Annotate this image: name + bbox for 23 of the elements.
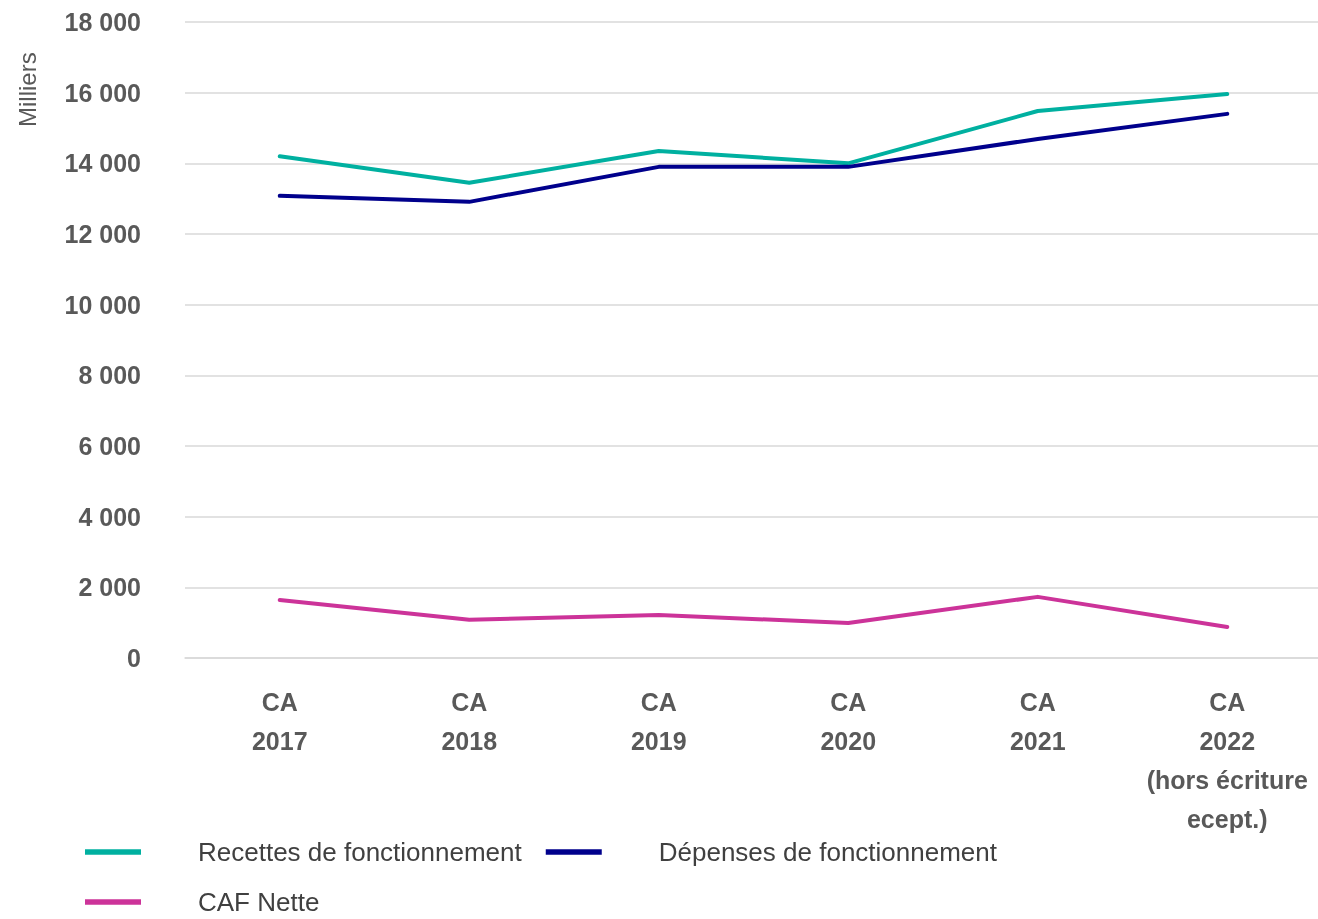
x-tick-label: CA 2017 <box>251 687 308 755</box>
y-tick-label: 18 000 <box>64 8 141 36</box>
y-tick-label: 4 000 <box>78 502 141 531</box>
x-tick-label: CA 2019 <box>630 687 687 755</box>
y-tick-label: 14 000 <box>64 149 141 178</box>
legend-label: Recettes de fonctionnement <box>198 837 523 867</box>
line-series <box>277 111 1230 204</box>
legend-label: Dépenses de fonctionnement <box>658 837 998 867</box>
x-tick-label: CA 2020 <box>820 687 877 755</box>
y-tick-label: 6 000 <box>78 432 141 460</box>
y-axis-title: Milliers <box>13 52 41 127</box>
y-tick-label: 8 000 <box>78 361 141 390</box>
x-tick-label: CA 2018 <box>441 687 498 755</box>
legend-label: CAF Nette <box>198 887 320 917</box>
x-tick-label: CA 2021 <box>1009 687 1066 755</box>
y-tick-label: 16 000 <box>64 78 141 107</box>
y-tick-label: 12 000 <box>64 220 141 248</box>
line-series <box>277 594 1230 629</box>
y-tick-label: 0 <box>127 644 141 672</box>
y-tick-label: 10 000 <box>64 290 141 319</box>
x-tick-label: CA 2022 (hors écriture ecept.) <box>1146 687 1308 833</box>
y-tick-label: 2 000 <box>78 573 141 602</box>
line-series <box>277 92 1230 185</box>
